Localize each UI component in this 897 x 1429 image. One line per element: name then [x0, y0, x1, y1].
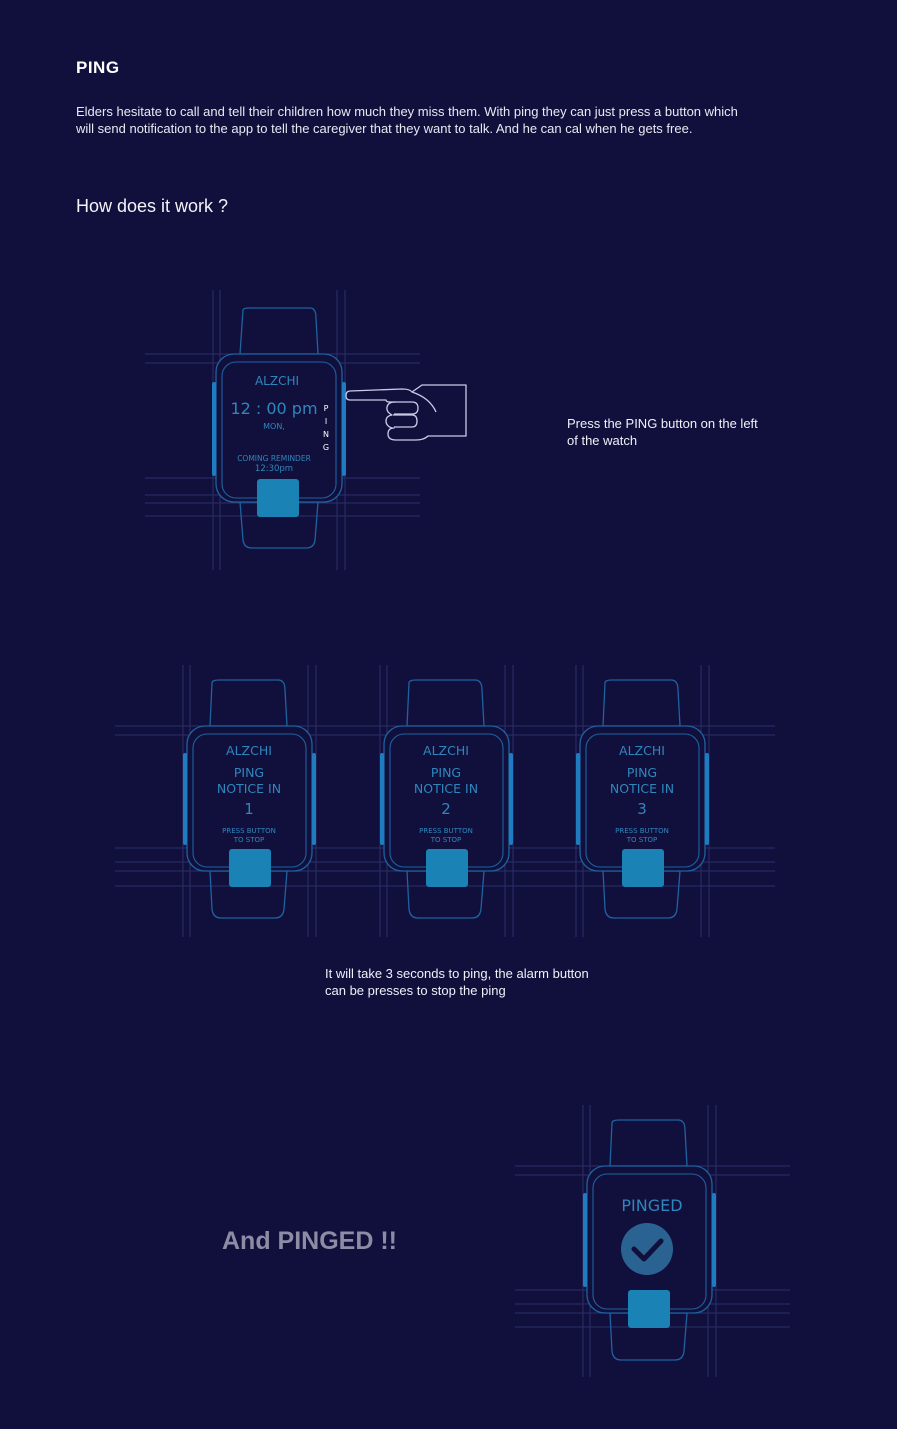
notice-label: NOTICE IN	[610, 781, 674, 796]
ping-letter-g: G	[323, 443, 329, 452]
stop-hint-line1: PRESS BUTTON	[419, 827, 473, 835]
countdown-watch-2: ALZCHI PING NOTICE IN 2 PRESS BUTTON TO …	[380, 679, 513, 919]
stop-hint-line1: PRESS BUTTON	[222, 827, 276, 835]
stop-hint-line2: TO STOP	[233, 836, 264, 844]
alarm-button[interactable]	[622, 849, 664, 887]
ping-letter-n: N	[323, 430, 329, 439]
notice-label: NOTICE IN	[217, 781, 281, 796]
watch-pinged-screen: PINGED	[515, 1105, 790, 1377]
pinged-heading: And PINGED !!	[222, 1227, 397, 1255]
ping-label: PING	[627, 765, 657, 780]
pointing-hand-icon	[345, 384, 467, 441]
watch-countdown-row: ALZCHI PING NOTICE IN 1 PRESS BUTTON TO …	[115, 665, 775, 937]
intro-paragraph: Elders hesitate to call and tell their c…	[76, 104, 738, 136]
countdown-watch-3: ALZCHI PING NOTICE IN 3 PRESS BUTTON TO …	[576, 679, 709, 919]
watch-brand: ALZCHI	[619, 743, 665, 758]
reminder-label: COMING REMINDER	[237, 454, 311, 463]
how-it-works-heading: How does it work ?	[76, 196, 229, 216]
alarm-button[interactable]	[628, 1290, 670, 1328]
section-title: PING	[76, 58, 120, 77]
pinged-status: PINGED	[621, 1196, 682, 1215]
watch-time: 12 : 00 pm	[230, 399, 317, 418]
reminder-time: 12:30pm	[255, 464, 293, 474]
stop-hint-line2: TO STOP	[430, 836, 461, 844]
side-button-left	[212, 382, 216, 476]
watch-home-screen: ALZCHI 12 : 00 pm MON, P I N G COMING RE…	[145, 290, 467, 570]
step2-caption: It will take 3 seconds to ping, the alar…	[325, 966, 589, 998]
ping-label: PING	[234, 765, 264, 780]
checkmark-icon	[621, 1223, 673, 1275]
countdown-number: 1	[244, 800, 254, 818]
side-button-right	[342, 382, 346, 476]
watch-strap-bottom	[239, 501, 319, 549]
alarm-button[interactable]	[229, 849, 271, 887]
stop-hint-line2: TO STOP	[626, 836, 657, 844]
watch-strap-top	[239, 307, 319, 355]
stop-hint-line1: PRESS BUTTON	[615, 827, 669, 835]
countdown-watch-1: ALZCHI PING NOTICE IN 1 PRESS BUTTON TO …	[183, 679, 316, 919]
notice-label: NOTICE IN	[414, 781, 478, 796]
watch-brand: ALZCHI	[423, 743, 469, 758]
step1-caption: Press the PING button on the left of the…	[567, 416, 758, 448]
countdown-number: 3	[637, 800, 647, 818]
countdown-number: 2	[441, 800, 451, 818]
alarm-button[interactable]	[257, 479, 299, 517]
ping-label: PING	[431, 765, 461, 780]
ping-letter-i: I	[325, 417, 327, 426]
alarm-button[interactable]	[426, 849, 468, 887]
watch-brand: ALZCHI	[226, 743, 272, 758]
watch-day: MON,	[263, 422, 285, 431]
watch-brand: ALZCHI	[255, 374, 299, 388]
ping-letter-p: P	[324, 404, 329, 413]
